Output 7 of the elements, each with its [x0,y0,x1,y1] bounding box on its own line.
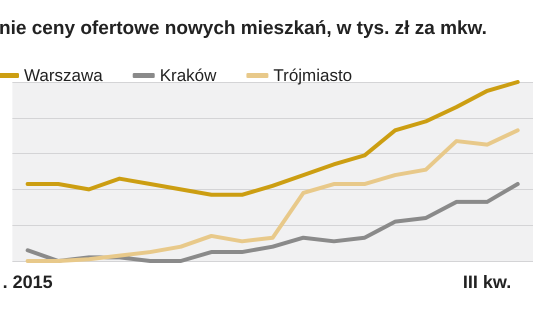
legend-label: Kraków [160,66,218,85]
legend-label: Warszawa [24,66,104,85]
legend-label: Trójmiasto [273,66,352,85]
x-tick-label: . 2015 [2,272,53,292]
chart-subtitle: w tys. zł za mkw. [336,18,487,39]
chart-title: nie ceny ofertowe nowych mieszkań, [0,18,332,39]
x-tick-label: III kw. [462,272,512,292]
